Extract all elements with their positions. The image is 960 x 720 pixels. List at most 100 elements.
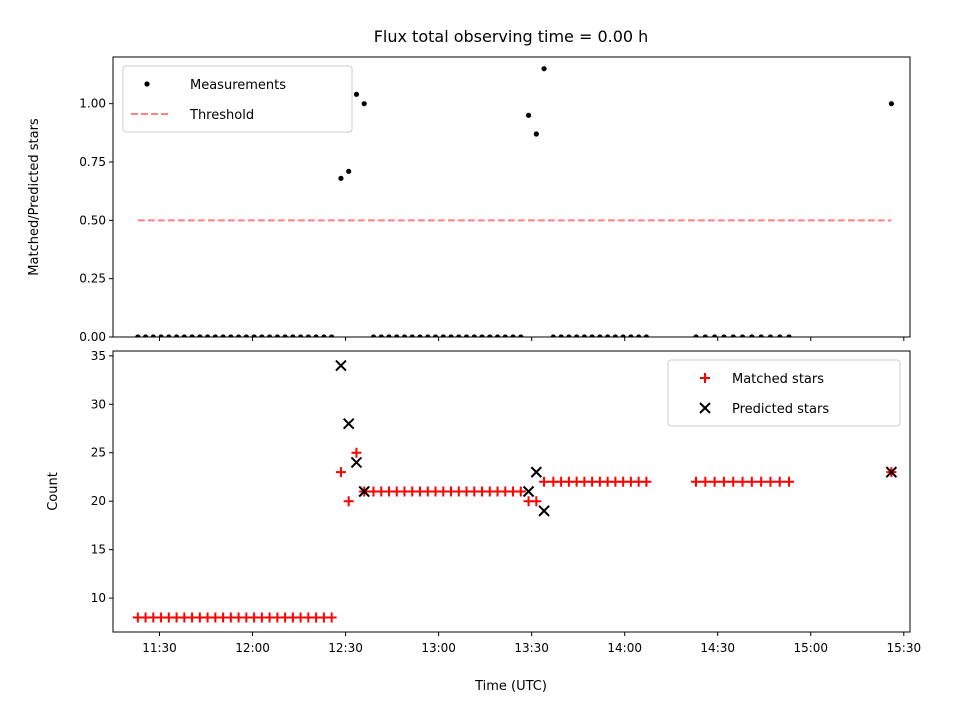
measurement-point: [721, 334, 727, 337]
y-tick-label: 35: [91, 349, 106, 363]
measurement-point: [525, 112, 532, 118]
measurement-point: [313, 334, 319, 337]
y-tick-label: 0.75: [79, 155, 106, 169]
y-tick-label: 20: [91, 494, 106, 508]
matched-star-point: [737, 476, 748, 487]
measurement-point: [643, 334, 649, 337]
measurement-point: [440, 334, 446, 337]
legend-box: [122, 65, 353, 133]
matched-star-point: [539, 476, 550, 487]
matched-star-point: [343, 496, 354, 507]
legend-label: Matched stars: [732, 372, 824, 387]
x-axis-label: Time (UTC): [474, 679, 547, 694]
matched-star-point: [746, 476, 757, 487]
measurement-point: [581, 334, 587, 337]
measurement-point: [425, 334, 431, 337]
y-tick-label: 15: [91, 543, 106, 557]
y-tick-label: 30: [91, 397, 106, 411]
measurement-point: [235, 334, 242, 337]
measurement-point: [620, 334, 626, 337]
matched-star-point: [351, 447, 362, 458]
measurement-point: [510, 334, 516, 337]
measurement-point: [749, 334, 755, 337]
measurement-point: [401, 334, 408, 337]
measurement-point: [566, 334, 572, 337]
measurement-point: [135, 334, 141, 337]
measurement-point: [267, 334, 273, 337]
measurement-point: [378, 334, 384, 337]
measurement-point: [502, 334, 508, 337]
plot-frame: [112, 350, 911, 633]
legend-label: Predicted stars: [732, 402, 829, 417]
measurement-point: [479, 334, 485, 337]
x-tick-label: 15:00: [793, 641, 828, 655]
measurement-point: [370, 334, 377, 337]
measurement-point: [589, 334, 595, 337]
measurement-point: [702, 334, 708, 337]
predicted-star-point: [522, 485, 535, 498]
matched-star-point: [515, 486, 526, 497]
legend-measurement-swatch: [144, 81, 150, 87]
measurement-point: [386, 334, 392, 337]
x-tick-label: 14:00: [607, 641, 642, 655]
predicted-star-point: [530, 466, 543, 478]
x-tick-label: 13:00: [421, 641, 456, 655]
measurement-point: [786, 334, 792, 337]
measurement-point: [628, 334, 634, 337]
measurement-point: [739, 334, 746, 337]
measurement-point: [487, 334, 493, 337]
series-layer: [132, 359, 898, 623]
measurement-point: [636, 334, 642, 337]
measurement-point: [693, 334, 699, 337]
predicted-star-point: [342, 417, 355, 430]
plot-frame: [112, 56, 911, 338]
matched-star-point: [774, 476, 785, 487]
measurement-point: [597, 334, 603, 337]
measurement-point: [605, 334, 611, 337]
legend-matched-swatch: [700, 373, 710, 383]
measurement-point: [533, 131, 539, 137]
measurement-point: [338, 175, 344, 181]
legend-box: [667, 359, 901, 427]
measurement-point: [212, 334, 218, 337]
matched-star-point: [709, 476, 720, 487]
measurement-point: [541, 66, 547, 72]
measurement-point: [251, 334, 257, 337]
legend: Measurements Threshold: [122, 65, 353, 133]
legend-predicted-swatch: [699, 402, 711, 414]
y-axis-label: Count: [46, 472, 61, 511]
measurement-point: [777, 334, 783, 337]
predicted-star-point: [538, 505, 550, 517]
matched-star-point: [765, 476, 776, 487]
measurement-point: [259, 334, 265, 337]
legend: Matched stars Predicted stars: [667, 359, 901, 427]
measurement-point: [298, 334, 304, 337]
measurement-point: [361, 101, 367, 107]
legend-label: Measurements: [190, 78, 286, 93]
measurement-point: [274, 334, 280, 337]
measurement-point: [550, 334, 556, 337]
matched-star-point: [700, 476, 711, 487]
measurement-point: [494, 334, 501, 337]
matched-star-point: [756, 476, 767, 487]
matched-star-point: [728, 476, 739, 487]
measurement-point: [228, 334, 234, 337]
y-tick-label: 0.50: [79, 213, 106, 227]
predicted-star-point: [358, 485, 370, 498]
measurement-point: [612, 334, 618, 337]
x-tick-label: 14:30: [700, 641, 735, 655]
matched-star-point: [691, 476, 702, 487]
measurement-point: [353, 91, 360, 97]
top-panel: 0.00 0.25 0.50 0.75 1.00 Matched/Predicted st…: [27, 56, 911, 344]
measurement-point: [456, 334, 462, 337]
predicted-star-point: [335, 359, 347, 372]
measurement-point: [329, 334, 335, 337]
y-axis-label: Matched/Predicted stars: [27, 118, 42, 276]
x-tick-label: 12:30: [328, 641, 363, 655]
measurement-point: [409, 334, 415, 337]
measurement-point: [767, 334, 774, 337]
predicted-star-point: [350, 456, 363, 469]
x-tick-label: 11:30: [142, 641, 177, 655]
measurement-point: [758, 334, 764, 337]
